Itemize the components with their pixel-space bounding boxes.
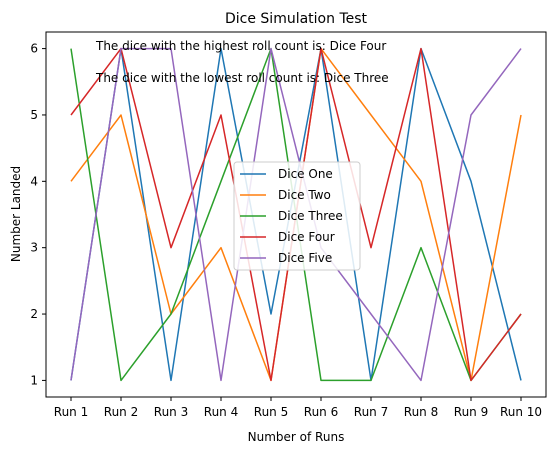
- annotation-highest: The dice with the highest roll count is:…: [95, 39, 386, 53]
- x-tick-label: Run 2: [104, 405, 138, 419]
- y-tick-label: 5: [30, 108, 38, 122]
- annotation-lowest: The dice with the lowest roll count is: …: [95, 71, 389, 85]
- plot-area-frame: [45, 31, 547, 398]
- x-tick-label: Run 8: [404, 405, 438, 419]
- x-axis-label: Number of Runs: [248, 430, 345, 444]
- x-tick-label: Run 10: [500, 405, 542, 419]
- x-tick-label: Run 6: [304, 405, 338, 419]
- x-tick-label: Run 9: [454, 405, 488, 419]
- y-tick-label: 4: [30, 174, 38, 188]
- x-tick-label: Run 7: [354, 405, 388, 419]
- legend-label: Dice Three: [278, 209, 343, 223]
- y-axis-ticks: 1 2 3 4 5 6: [30, 42, 46, 387]
- y-tick-label: 2: [30, 307, 38, 321]
- y-tick-label: 6: [30, 42, 38, 56]
- x-tick-label: Run 3: [154, 405, 188, 419]
- x-tick-label: Run 4: [204, 405, 238, 419]
- x-axis-ticks: Run 1 Run 2 Run 3 Run 4 Run 5 Run 6 Run 7 Run 8…: [54, 397, 542, 419]
- legend-frame: [233, 161, 361, 271]
- x-tick-label: Run 1: [54, 405, 88, 419]
- legend-label: Dice Two: [278, 188, 331, 202]
- y-tick-label: 1: [30, 373, 38, 387]
- y-axis-label: Number Landed: [9, 166, 23, 262]
- x-tick-label: Run 5: [254, 405, 288, 419]
- legend-label: Dice Four: [278, 230, 335, 244]
- legend-label: Dice Five: [278, 251, 332, 265]
- legend: Dice One Dice Two Dice Three Dice Four Dice …: [233, 161, 361, 271]
- legend-label: Dice One: [278, 167, 333, 181]
- chart-title: Dice Simulation Test: [225, 11, 368, 27]
- series-line-5: [70, 47, 522, 382]
- y-tick-label: 3: [30, 241, 38, 255]
